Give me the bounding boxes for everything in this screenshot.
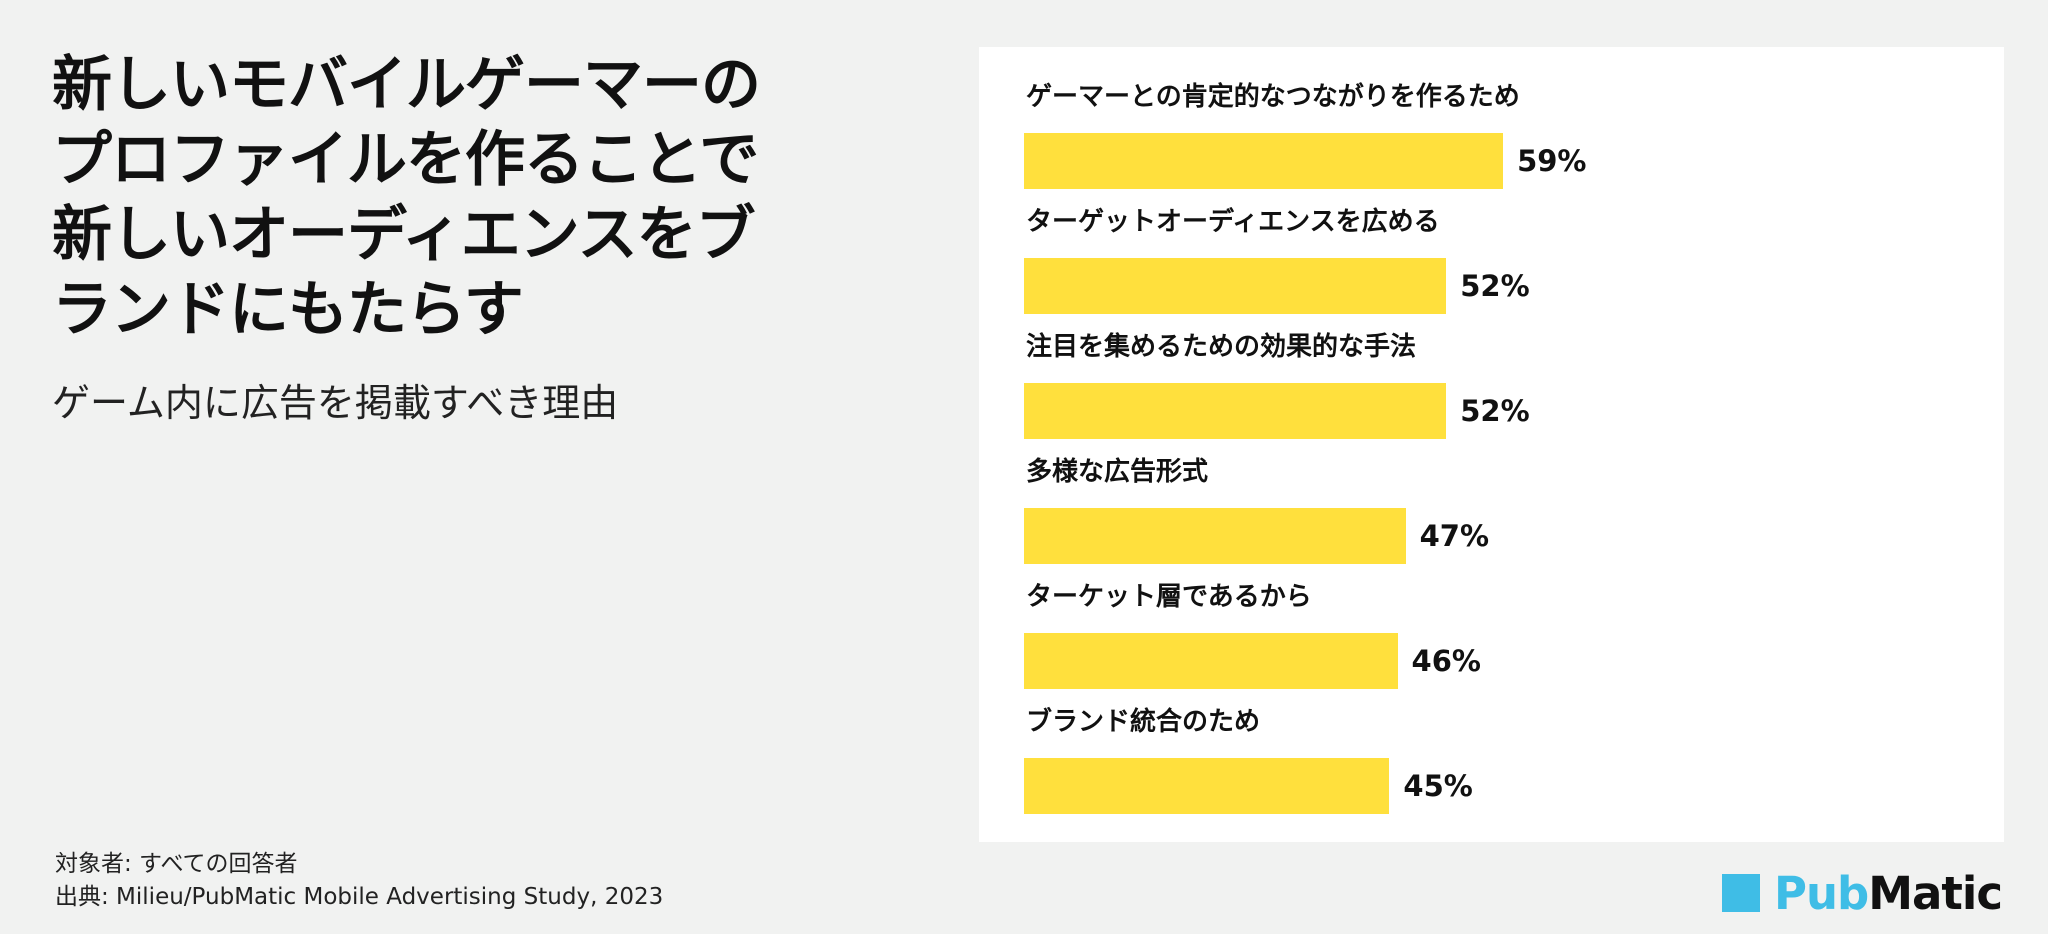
logo-pub-text: Pub [1774, 866, 1869, 920]
chart-card: ゲーマーとの肯定的なつながりを作るため 59% ターゲットオーディエンスを広める 52… [979, 47, 2004, 842]
bar-label: ブランド統合のため [1026, 707, 1261, 737]
bar-value-label: 45% [1403, 769, 1473, 803]
footer-audience: 対象者: すべての回答者 [55, 851, 298, 877]
bar-label: ターゲットオーディエンスを広める [1026, 207, 1440, 237]
bar [1024, 133, 1504, 189]
logo-matic-text: Matic [1868, 866, 2003, 920]
bar-value-label: 46% [1411, 644, 1481, 678]
bar-group: ブランド統合のため 45% [1024, 702, 1984, 828]
page-subtitle: ゲーム内に広告を掲載すべき理由 [52, 381, 619, 425]
bar-group: ターゲットオーディエンスを広める 52% [1024, 202, 1984, 328]
logo-square-icon [1722, 874, 1760, 912]
bar [1024, 633, 1398, 689]
page-title: 新しいモバイルゲーマーのプロファイルを作ることで新しいオーディエンスをブランドに… [52, 50, 761, 345]
bar-value-label: 59% [1517, 144, 1587, 178]
bar-label: 注目を集めるための効果的な手法 [1026, 332, 1417, 362]
bar-value-label: 47% [1419, 519, 1490, 553]
bar-label: ゲーマーとの肯定的なつながりを作るため [1026, 82, 1520, 112]
bar-group: ターケット層であるから 46% [1024, 577, 1984, 703]
bar [1024, 258, 1447, 314]
bar-label: ターケット層であるから [1026, 582, 1312, 612]
bar-group: 注目を集めるための効果的な手法 52% [1024, 327, 1984, 453]
footer: 対象者: すべての回答者 出典: Milieu/PubMatic Mobile … [55, 848, 663, 914]
pubmatic-logo: PubMatic [1722, 866, 2003, 920]
bar-value-label: 52% [1460, 394, 1530, 428]
bar-group: ゲーマーとの肯定的なつながりを作るため 59% [1024, 77, 1984, 203]
bar-group: 多様な広告形式 47% [1024, 452, 1984, 578]
bar-label: 多様な広告形式 [1026, 457, 1209, 487]
bar [1024, 758, 1390, 814]
bar-value-label: 52% [1460, 269, 1530, 303]
bar [1024, 383, 1447, 439]
footer-source: 出典: Milieu/PubMatic Mobile Advertising S… [55, 884, 664, 910]
bar [1024, 508, 1406, 564]
